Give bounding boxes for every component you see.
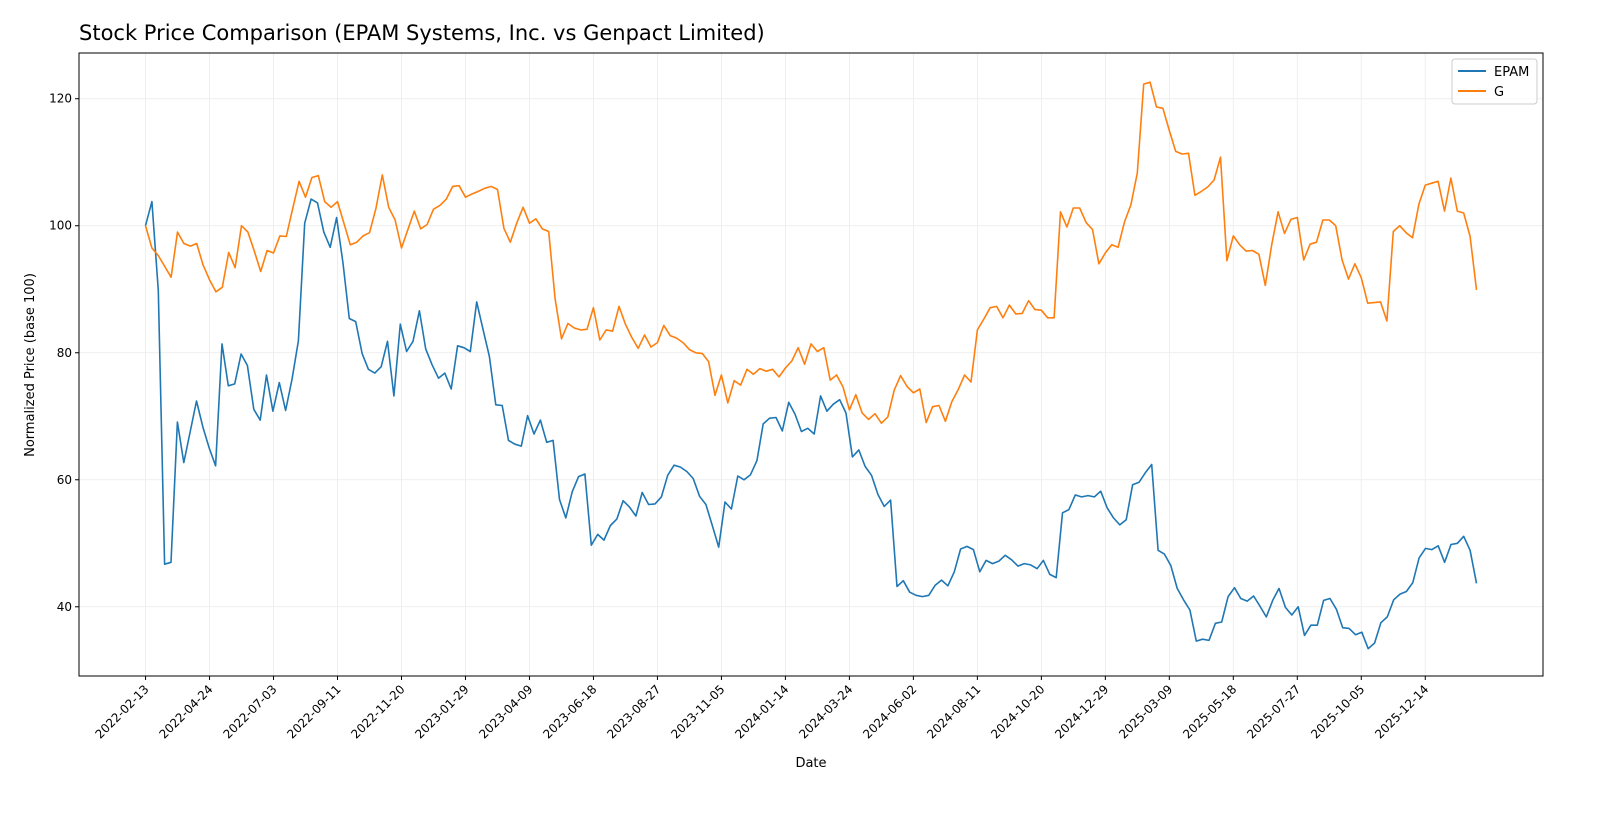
series-line-epam — [146, 199, 1477, 649]
x-tick-label: 2023-08-27 — [604, 682, 663, 741]
series-line-g — [146, 82, 1477, 423]
y-tick-label: 60 — [57, 473, 72, 487]
y-axis-label: Normalized Price (base 100) — [23, 273, 38, 457]
chart-title: Stock Price Comparison (EPAM Systems, In… — [79, 21, 765, 45]
x-tick-label: 2024-01-14 — [732, 682, 791, 741]
legend-label-g: G — [1494, 85, 1504, 100]
x-tick-label: 2023-04-09 — [476, 682, 535, 741]
legend: EPAM G — [1452, 59, 1537, 104]
x-tick-label: 2022-04-24 — [156, 682, 215, 741]
x-tick-label: 2022-09-11 — [284, 682, 343, 741]
plot-frame — [79, 53, 1543, 676]
y-tick-label: 40 — [57, 600, 72, 614]
y-tick-label: 80 — [57, 346, 72, 360]
y-tick-label: 120 — [49, 92, 72, 106]
y-tick-label: 100 — [49, 219, 72, 233]
legend-label-epam: EPAM — [1494, 65, 1529, 80]
x-tick-label: 2023-06-18 — [540, 682, 599, 741]
x-tick-label: 2025-10-05 — [1308, 682, 1367, 741]
x-tick-label: 2023-01-29 — [412, 682, 471, 741]
x-tick-label: 2024-03-24 — [796, 682, 855, 741]
series-lines — [145, 82, 1476, 649]
x-tick-label: 2024-12-29 — [1052, 682, 1111, 741]
x-tick-label: 2024-10-20 — [988, 682, 1047, 741]
x-tick-label: 2023-11-05 — [668, 682, 727, 741]
data-points-g — [145, 82, 1476, 423]
x-tick-label: 2022-07-03 — [220, 682, 279, 741]
x-tick-label: 2025-03-09 — [1116, 682, 1175, 741]
x-tick-label: 2024-08-11 — [924, 682, 983, 741]
x-tick-label: 2022-02-13 — [92, 682, 151, 741]
x-tick-label: 2022-11-20 — [348, 682, 407, 741]
x-tick-label: 2025-12-14 — [1372, 682, 1431, 741]
grid — [79, 53, 1543, 676]
x-tick-label: 2025-05-18 — [1180, 682, 1239, 741]
x-tick-label: 2024-06-02 — [860, 682, 919, 741]
x-tick-label: 2025-07-27 — [1244, 682, 1303, 741]
y-axis: 40 60 80 100 120 — [49, 92, 79, 614]
x-axis-label: Date — [795, 756, 826, 771]
data-points-epam — [145, 199, 1476, 649]
